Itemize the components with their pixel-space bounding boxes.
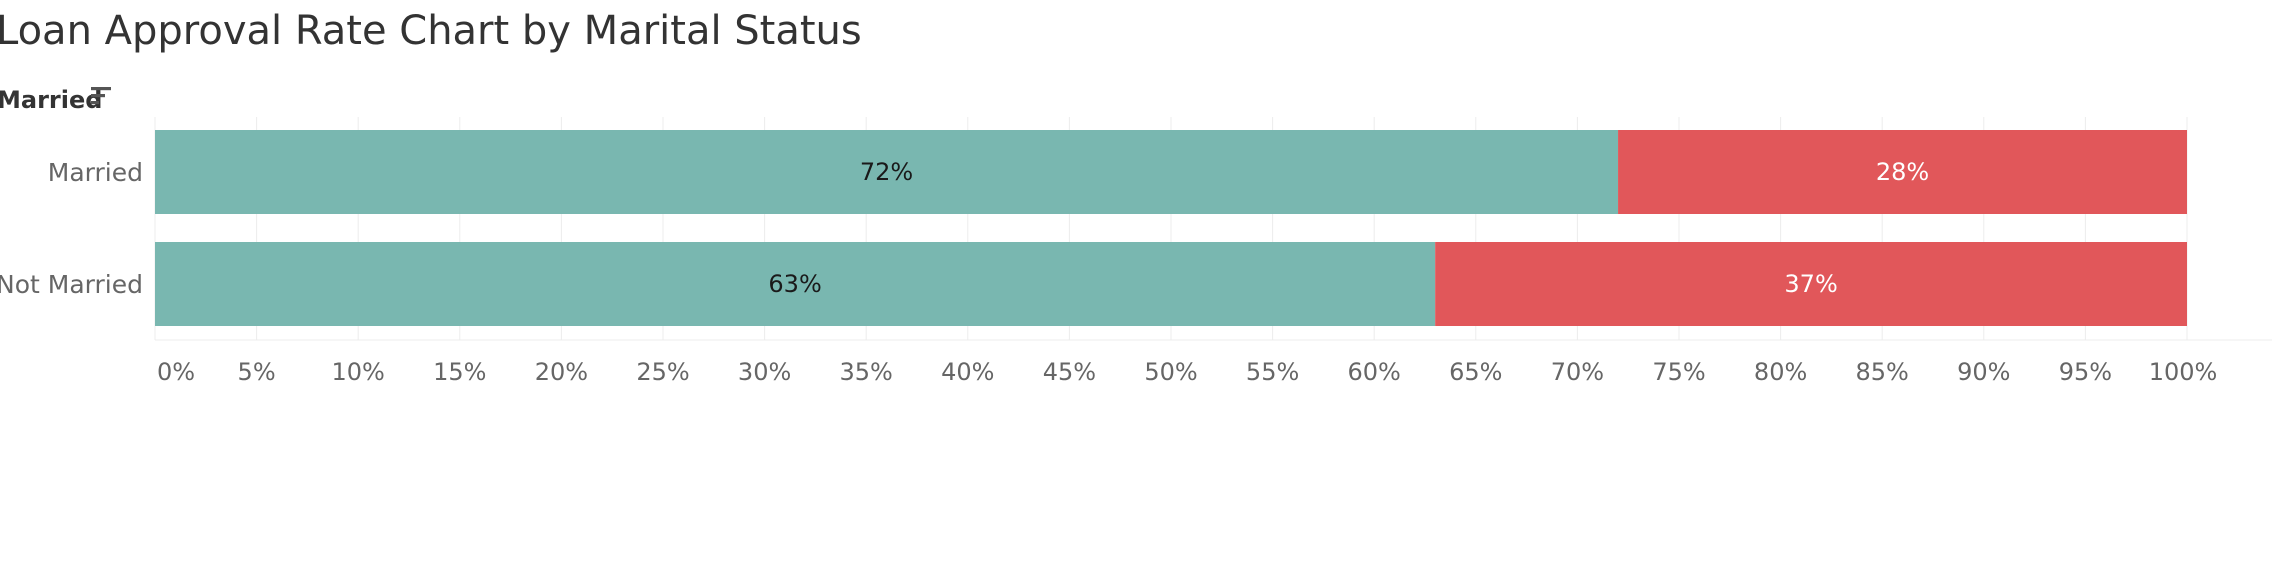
x-tick-label: 70% <box>1551 358 1604 386</box>
row-field-label: Married <box>0 86 102 114</box>
chart-title: Loan Approval Rate Chart by Marital Stat… <box>0 8 862 54</box>
bar-segment[interactable] <box>1618 130 2187 214</box>
sort-icon-bar-3 <box>91 101 99 105</box>
x-tick-label: 90% <box>1957 358 2010 386</box>
x-tick-label: 65% <box>1449 358 1502 386</box>
x-tick-label: 55% <box>1246 358 1299 386</box>
x-tick-label: 50% <box>1144 358 1197 386</box>
x-tick-label: 20% <box>535 358 588 386</box>
x-tick-label: 15% <box>433 358 486 386</box>
x-tick-label: 80% <box>1754 358 1807 386</box>
bar-data-label: 28% <box>1876 158 1929 186</box>
bar-data-label: 63% <box>768 270 821 298</box>
bars: 72% 28% 63% 37% <box>155 130 2187 326</box>
x-tick-label: 0% <box>157 358 195 386</box>
x-tick-label: 95% <box>2059 358 2112 386</box>
bar-data-label: 72% <box>860 158 913 186</box>
x-tick-label: 30% <box>738 358 791 386</box>
bar-data-label: 37% <box>1784 270 1837 298</box>
sort-descending-icon[interactable] <box>91 87 111 105</box>
bar-segment[interactable] <box>1435 242 2187 326</box>
category-label: Not Married <box>0 270 143 299</box>
row-header[interactable]: Married <box>0 86 111 114</box>
x-axis-ticks: 0% 5% 10% 15% 20% 25% 30% 35% 40% 45% 50% 55% 60% 65%… <box>157 358 2217 386</box>
x-tick-label: 40% <box>941 358 994 386</box>
x-tick-label: 45% <box>1043 358 1096 386</box>
sort-icon-bar-1 <box>91 87 111 91</box>
category-label: Married <box>48 158 143 187</box>
x-tick-label: 100% <box>2149 358 2218 386</box>
x-tick-label: 75% <box>1652 358 1705 386</box>
x-tick-label: 10% <box>332 358 385 386</box>
category-labels: Married Not Married <box>0 158 143 299</box>
sort-icon-bar-2 <box>91 94 105 98</box>
x-tick-label: 5% <box>238 358 276 386</box>
x-tick-label: 25% <box>636 358 689 386</box>
x-tick-label: 60% <box>1348 358 1401 386</box>
bar-segment[interactable] <box>155 130 1619 214</box>
bar-segment[interactable] <box>155 242 1436 326</box>
x-tick-label: 85% <box>1856 358 1909 386</box>
x-tick-label: 35% <box>840 358 893 386</box>
